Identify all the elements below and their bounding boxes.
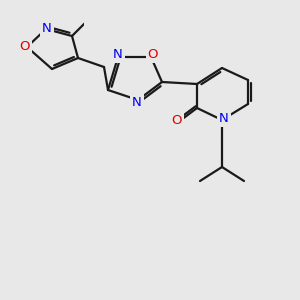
Text: O: O	[148, 49, 158, 62]
Text: N: N	[132, 95, 142, 109]
Text: O: O	[20, 40, 30, 53]
Text: N: N	[219, 112, 229, 125]
Text: N: N	[113, 49, 123, 62]
Text: O: O	[172, 113, 182, 127]
Text: N: N	[42, 22, 52, 34]
